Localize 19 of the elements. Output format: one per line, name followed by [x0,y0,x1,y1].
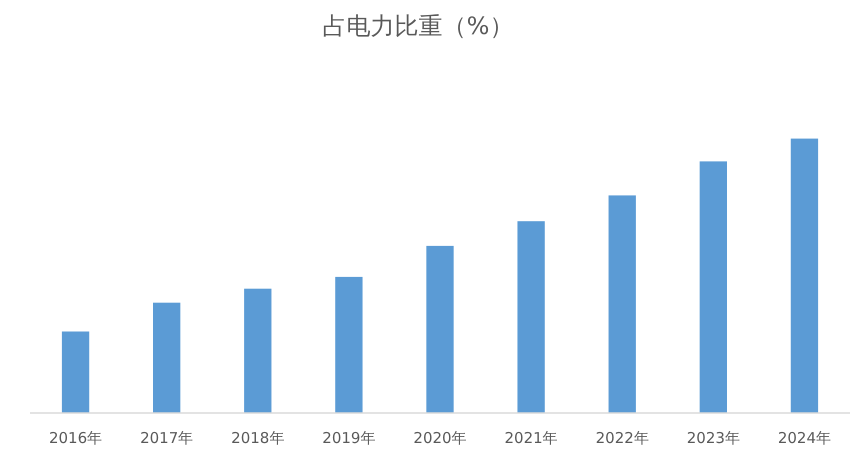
bar [517,221,545,413]
chart-title: 占电力比重（%） [322,12,514,40]
bar [426,246,454,413]
bar [790,138,818,413]
x-tick-label: 2018年 [231,429,284,447]
x-tick-label: 2017年 [140,429,194,447]
bar [608,195,636,413]
bar [700,161,727,413]
x-tick-label: 2023年 [686,429,740,447]
x-tick-label: 2021年 [504,429,558,447]
x-tick-label: 2024年 [778,429,832,447]
bar [244,288,272,413]
x-tick-label: 2016年 [48,429,102,447]
x-tick-label: 2020年 [413,429,467,447]
bar [62,332,90,413]
bar [335,276,363,413]
x-tick-label: 2022年 [596,429,649,447]
bar [153,302,180,413]
x-tick-label: 2019年 [322,429,376,447]
